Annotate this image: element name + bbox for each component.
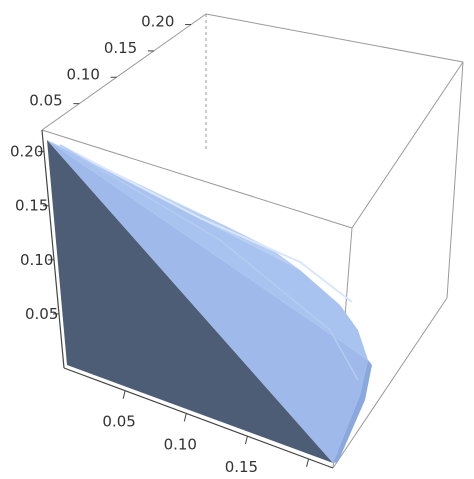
surface-crease (59, 144, 353, 303)
tick-label-z: 0.05 (25, 305, 58, 323)
bounding-box-front (41, 129, 334, 469)
tick-label-z: 0.10 (20, 251, 53, 269)
tick-label-z: 0.15 (15, 197, 48, 215)
tick-label-x: 0.05 (102, 413, 135, 431)
tick-mark-x (306, 458, 310, 468)
surface-edge (333, 360, 372, 463)
tick-label-x: 0.10 (164, 435, 197, 453)
tick-label-y: 0.20 (141, 13, 174, 31)
surface-strip (47, 140, 368, 463)
tick-label-y: 0.05 (29, 92, 62, 110)
box-edge (332, 297, 448, 469)
tick-mark-x (244, 436, 248, 445)
tick-label-z: 0.20 (10, 143, 43, 161)
box-edge (351, 61, 464, 229)
surface-crease (59, 144, 359, 381)
tick-group: 0.050.100.150.200.050.100.150.200.050.10… (10, 13, 310, 476)
region-curved-surface (47, 140, 372, 463)
tick-mark-x (183, 413, 187, 422)
surface-strip (47, 140, 368, 360)
box-edge (205, 13, 464, 63)
box-edge (41, 129, 353, 229)
axis-line-z (41, 129, 65, 369)
tick-label-y: 0.15 (104, 39, 137, 57)
box-edge (446, 61, 464, 299)
tick-label-y: 0.10 (67, 65, 100, 83)
axis-line-x (63, 367, 334, 469)
tick-mark-x (122, 390, 126, 399)
tick-label-x: 0.15 (225, 458, 258, 476)
box-edge (41, 13, 207, 131)
